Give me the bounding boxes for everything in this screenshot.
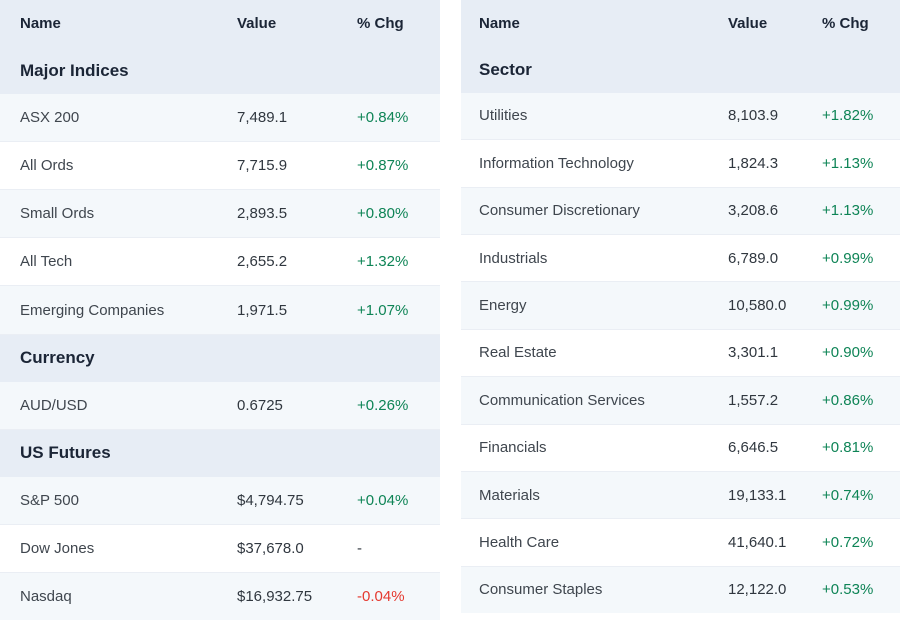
row-change: +1.82% <box>822 107 874 125</box>
row-name: All Ords <box>20 157 74 175</box>
row-name: Nasdaq <box>20 587 72 605</box>
row-value: 3,301.1 <box>728 344 779 362</box>
row-value: 1,971.5 <box>237 301 288 319</box>
row-value: 12,122.0 <box>728 581 787 599</box>
row-change: +0.04% <box>357 491 409 509</box>
row-change: +1.13% <box>822 202 874 220</box>
row-value: 6,789.0 <box>728 249 779 267</box>
table-row: Materials 19,133.1 +0.74% <box>461 471 900 520</box>
row-value: 7,715.9 <box>237 157 288 175</box>
row-value: 0.6725 <box>237 396 283 414</box>
row-name: ASX 200 <box>20 109 80 127</box>
row-change: +0.99% <box>822 297 874 315</box>
row-value: 10,580.0 <box>728 297 787 315</box>
row-value: 1,557.2 <box>728 391 779 409</box>
section-header-row: US Futures <box>0 429 440 477</box>
table-row: All Ords 7,715.9 +0.87% <box>0 142 440 191</box>
row-name: Materials <box>479 486 540 504</box>
table-row: Nasdaq $16,932.75 -0.04% <box>0 572 440 620</box>
row-change: +0.74% <box>822 486 874 504</box>
row-name: Health Care <box>479 533 560 551</box>
table-row: Consumer Staples 12,122.0 +0.53% <box>461 566 900 614</box>
table-row: Real Estate 3,301.1 +0.90% <box>461 330 900 378</box>
row-name: Financials <box>479 439 547 457</box>
row-name: Consumer Staples <box>479 581 603 599</box>
table-row: Financials 6,646.5 +0.81% <box>461 425 900 472</box>
row-name: Real Estate <box>479 344 557 362</box>
row-value: 2,655.2 <box>237 253 288 271</box>
row-change: - <box>357 539 362 557</box>
table-row: All Tech 2,655.2 +1.32% <box>0 238 440 287</box>
column-header-value: Value <box>237 15 277 33</box>
table-row: AUD/USD 0.6725 +0.26% <box>0 381 440 430</box>
section-header-row: Major Indices <box>0 47 440 95</box>
row-change: +0.80% <box>357 205 409 223</box>
row-change: +0.99% <box>822 249 874 267</box>
row-value: 8,103.9 <box>728 107 779 125</box>
row-name: Industrials <box>479 249 548 267</box>
row-value: 1,824.3 <box>728 154 779 172</box>
table-row: Industrials 6,789.0 +0.99% <box>461 235 900 283</box>
table-row: Dow Jones $37,678.0 - <box>0 525 440 573</box>
table-row: S&P 500 $4,794.75 +0.04% <box>0 476 440 525</box>
row-name: All Tech <box>20 253 73 271</box>
row-change: +0.86% <box>822 391 874 409</box>
table-row: Small Ords 2,893.5 +0.80% <box>0 190 440 239</box>
column-header-row: Name Value % Chg <box>0 0 440 48</box>
row-change: +1.32% <box>357 253 409 271</box>
row-name: Energy <box>479 297 527 315</box>
row-name: S&P 500 <box>20 491 79 509</box>
row-name: Dow Jones <box>20 539 95 557</box>
row-name: Consumer Discretionary <box>479 202 640 220</box>
row-change: +1.07% <box>357 301 409 319</box>
table-row: Emerging Companies 1,971.5 +1.07% <box>0 286 440 335</box>
column-header-chg: % Chg <box>822 14 869 32</box>
section-header-row: Currency <box>0 334 440 382</box>
row-value: 41,640.1 <box>728 533 787 551</box>
row-value: 2,893.5 <box>237 205 288 223</box>
row-name: Emerging Companies <box>20 301 165 319</box>
row-change: -0.04% <box>357 587 405 605</box>
table-row: ASX 200 7,489.1 +0.84% <box>0 94 440 143</box>
row-change: +0.90% <box>822 344 874 362</box>
indices-table: Name Value % Chg Major Indices ASX 200 7,489.… <box>0 0 440 620</box>
section-title: Major Indices <box>20 60 129 80</box>
sectors-table: Name Value % Chg Sector Utilities 8,103.9 +1.8… <box>461 0 900 614</box>
table-row: Utilities 8,103.9 +1.82% <box>461 92 900 141</box>
row-value: $37,678.0 <box>237 539 304 557</box>
table-row: Information Technology 1,824.3 +1.13% <box>461 140 900 188</box>
table-row: Health Care 41,640.1 +0.72% <box>461 519 900 567</box>
row-name: Utilities <box>479 107 528 125</box>
row-value: 6,646.5 <box>728 439 779 457</box>
column-header-value: Value <box>728 14 768 32</box>
row-value: 7,489.1 <box>237 109 288 127</box>
row-value: 19,133.1 <box>728 486 787 504</box>
column-header-name: Name <box>20 15 61 33</box>
column-header-row: Name Value % Chg <box>461 0 900 47</box>
table-row: Energy 10,580.0 +0.99% <box>461 282 900 330</box>
column-header-chg: % Chg <box>357 15 404 33</box>
row-change: +0.84% <box>357 109 409 127</box>
section-title: Currency <box>20 348 95 368</box>
row-name: Information Technology <box>479 154 634 172</box>
row-change: +0.26% <box>357 396 409 414</box>
row-change: +0.72% <box>822 533 874 551</box>
row-change: +1.13% <box>822 154 874 172</box>
row-value: 3,208.6 <box>728 202 779 220</box>
section-title: Sector <box>479 59 532 79</box>
section-header-row: Sector <box>461 46 900 93</box>
row-name: Communication Services <box>479 391 645 409</box>
table-row: Communication Services 1,557.2 +0.86% <box>461 377 900 425</box>
row-value: $4,794.75 <box>237 491 304 509</box>
table-row: Consumer Discretionary 3,208.6 +1.13% <box>461 187 900 235</box>
row-change: +0.81% <box>822 439 874 457</box>
column-header-name: Name <box>479 14 520 32</box>
row-name: Small Ords <box>20 205 95 223</box>
section-title: US Futures <box>20 443 111 463</box>
row-change: +0.53% <box>822 581 874 599</box>
row-name: AUD/USD <box>20 396 88 414</box>
row-value: $16,932.75 <box>237 587 313 605</box>
row-change: +0.87% <box>357 157 409 175</box>
